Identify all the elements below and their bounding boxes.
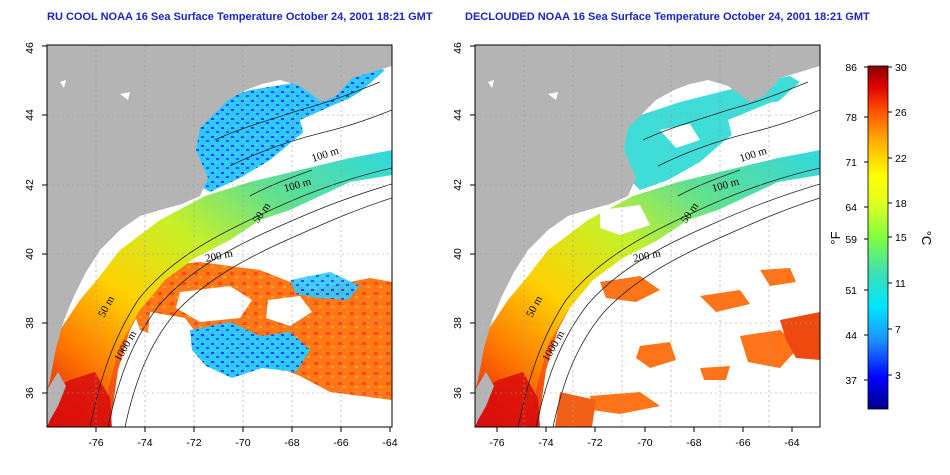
lat-tick-label: 40 (452, 248, 464, 260)
land-mass (475, 45, 820, 390)
lon-tick-label: -70 (235, 437, 250, 449)
left-lat-tick-labels: 36 38 40 42 44 46 (24, 42, 36, 399)
fahrenheit-tick-label: 71 (845, 157, 857, 169)
fahrenheit-tick-label: 78 (845, 112, 857, 124)
lon-tick-label: -72 (587, 437, 602, 449)
lon-tick-label: -64 (784, 437, 799, 449)
lat-tick-label: 42 (452, 179, 464, 191)
lon-tick-label: -70 (637, 437, 652, 449)
left-map-area: 100 m 100 m 50 m 200 m 50 m 1000 m (47, 45, 392, 427)
celsius-tick-label: 15 (895, 232, 907, 244)
lon-tick-label: -74 (137, 437, 152, 449)
right-lon-tick-labels: -76 -74 -72 -70 -68 -66 -64 (489, 437, 799, 449)
right-axis-ticks (470, 45, 793, 432)
lon-tick-label: -74 (538, 437, 553, 449)
lat-tick-label: 46 (24, 42, 36, 54)
lat-tick-label: 44 (24, 109, 36, 121)
fahrenheit-tick-label: 86 (845, 62, 857, 74)
graticule (47, 45, 392, 427)
left-axis-ticks (42, 45, 391, 432)
fahrenheit-tick-label: 59 (845, 234, 857, 246)
left-panel-title: RU COOL NOAA 16 Sea Surface Temperature … (47, 11, 433, 23)
fahrenheit-tick-label: 64 (845, 202, 857, 214)
colorbar-gradient (867, 65, 889, 410)
fahrenheit-tick-label: 37 (845, 375, 857, 387)
lon-tick-label: -76 (489, 437, 504, 449)
right-lat-tick-labels: 36 38 40 42 44 46 (452, 42, 464, 399)
right-map-area: 100 m 100 m 50 m 200 m 50 m 1000 m (475, 45, 820, 427)
left-plot-frame (46, 44, 393, 428)
lon-tick-label: -72 (186, 437, 201, 449)
lat-tick-label: 46 (452, 42, 464, 54)
left-map-panel: 100 m 100 m 50 m 200 m 50 m 1000 m (24, 42, 398, 449)
contour-label: 200 m (204, 247, 234, 265)
fahrenheit-unit-label: °F (828, 231, 843, 244)
contour-label: 200 m (632, 247, 662, 265)
fahrenheit-tick-label: 51 (845, 285, 857, 297)
celsius-tick-label: 22 (895, 153, 907, 165)
offshore-warm-patches (555, 268, 820, 427)
fahrenheit-tick-label: 44 (845, 330, 857, 342)
celsius-tick-label: 26 (895, 107, 907, 119)
left-lon-tick-labels: -76 -74 -72 -70 -68 -66 -64 (88, 437, 397, 449)
right-panel-title: DECLOUDED NOAA 16 Sea Surface Temperatur… (465, 11, 870, 23)
lat-tick-label: 40 (24, 248, 36, 260)
celsius-tick-label: 3 (895, 370, 901, 382)
gulf-of-maine-cool-water (620, 76, 800, 190)
lat-tick-label: 38 (452, 317, 464, 329)
lat-tick-label: 42 (24, 179, 36, 191)
lat-tick-label: 36 (24, 387, 36, 399)
land-mass (47, 45, 392, 390)
cloud-contamination-speckle (190, 322, 310, 378)
fahrenheit-tick-labels: 86 78 71 64 59 51 44 37 (845, 62, 857, 387)
right-plot-frame (474, 44, 821, 428)
celsius-tick-label: 18 (895, 198, 907, 210)
lon-tick-label: -76 (88, 437, 103, 449)
graticule (475, 45, 820, 427)
celsius-tick-label: 7 (895, 324, 901, 336)
lat-tick-label: 38 (24, 317, 36, 329)
temperature-colorbar: 86 78 71 64 59 51 44 37 30 26 22 18 15 1… (828, 62, 934, 410)
lon-tick-label: -64 (382, 437, 397, 449)
lon-tick-label: -66 (333, 437, 348, 449)
lon-tick-label: -68 (686, 437, 701, 449)
right-map-panel: 100 m 100 m 50 m 200 m 50 m 1000 m (452, 42, 821, 449)
lon-tick-label: -66 (735, 437, 750, 449)
celsius-tick-label: 11 (895, 278, 906, 290)
gulf-of-maine-cool-water (182, 66, 385, 192)
lon-tick-label: -68 (284, 437, 299, 449)
lat-tick-label: 44 (452, 109, 464, 121)
celsius-tick-label: 30 (895, 62, 907, 74)
lat-tick-label: 36 (452, 387, 464, 399)
celsius-unit-label: °C (919, 231, 934, 246)
celsius-tick-labels: 30 26 22 18 15 11 7 3 (895, 62, 907, 382)
